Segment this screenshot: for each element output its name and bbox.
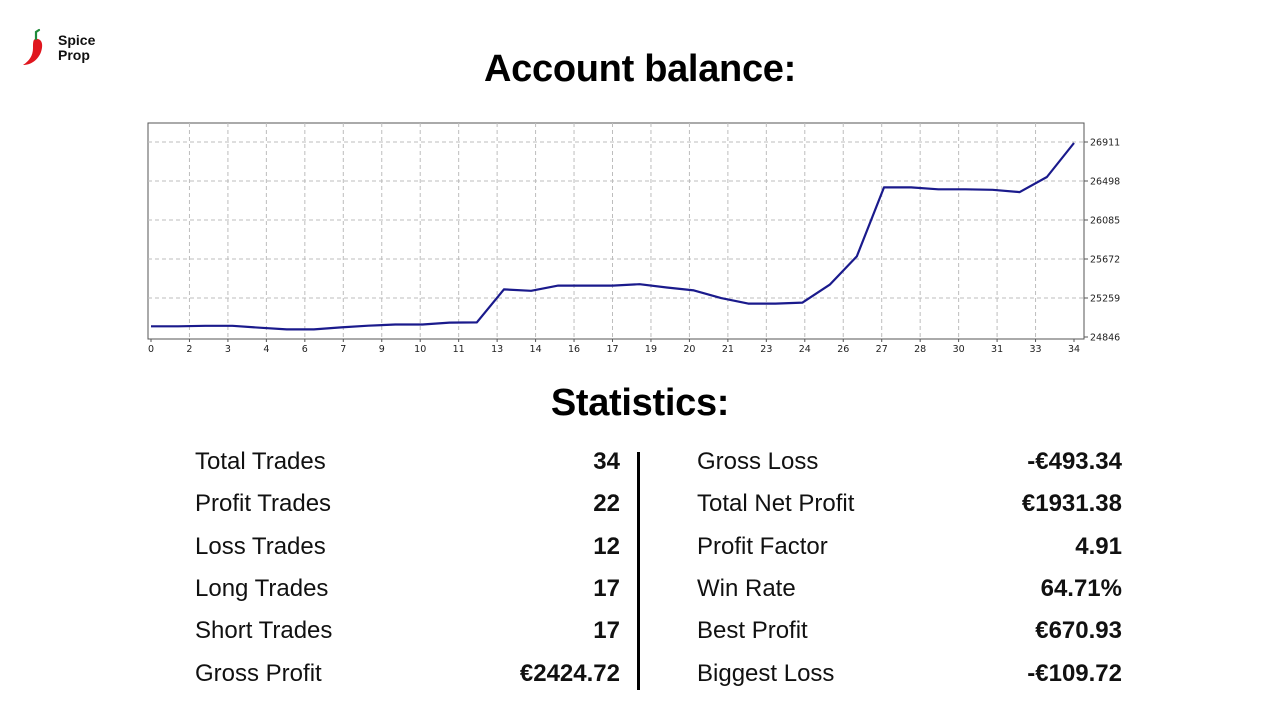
stat-left-value: 17: [593, 575, 620, 602]
chart-y-tick-label: 26085: [1090, 216, 1120, 227]
chart-balance-line: [151, 142, 1075, 331]
chart-x-tick-label: 27: [876, 344, 888, 355]
stat-left-label: Total Trades: [195, 448, 326, 475]
chart-x-tick-label: 7: [340, 344, 346, 355]
chart-x-tick-label: 33: [1029, 344, 1041, 355]
chart-plot-area: [147, 122, 1085, 340]
stat-left-value: 12: [593, 533, 620, 560]
chart-y-tick-label: 26498: [1090, 177, 1120, 188]
stat-right-value: -€109.72: [1027, 660, 1122, 687]
stat-right-label: Gross Loss: [697, 448, 819, 475]
stat-left-row: Profit Trades 22: [195, 490, 620, 522]
stat-left-row: Gross Profit €2424.72: [195, 660, 620, 692]
chart-x-tick-label: 28: [914, 344, 926, 355]
stat-right-value: -€493.34: [1027, 448, 1122, 475]
stat-right-label: Total Net Profit: [697, 490, 855, 517]
stat-right-value: €1931.38: [1021, 490, 1122, 517]
chart-x-tick-label: 11: [453, 344, 465, 355]
chart-y-tick-label: 25672: [1090, 255, 1120, 266]
stat-left-label: Gross Profit: [195, 660, 322, 687]
stat-right-label: Win Rate: [697, 575, 796, 602]
chart-x-tick-label: 19: [645, 344, 657, 355]
brand-logo: Spice Prop: [20, 28, 120, 70]
stat-right-label: Best Profit: [697, 617, 808, 644]
stat-right-row: Gross Loss -€493.34: [697, 448, 1122, 480]
chart-x-tick-label: 20: [683, 344, 695, 355]
chart-x-tick-label: 21: [722, 344, 734, 355]
stat-left-row: Total Trades 34: [195, 448, 620, 480]
stat-left-row: Loss Trades 12: [195, 533, 620, 565]
chart-y-tick-label: 25259: [1090, 294, 1120, 305]
stat-left-label: Loss Trades: [195, 533, 326, 560]
chart-x-tick-label: 30: [953, 344, 965, 355]
statistics-left-column: Total Trades 34 Profit Trades 22 Loss Trades…: [195, 448, 620, 698]
chart-x-tick-label: 6: [302, 344, 308, 355]
chart-x-tick-label: 31: [991, 344, 1003, 355]
chili-pepper-icon: [23, 28, 43, 65]
stat-left-label: Long Trades: [195, 575, 329, 602]
stat-right-value: €670.93: [1035, 617, 1122, 644]
stat-right-row: Total Net Profit €1931.38: [697, 490, 1122, 522]
stat-right-value: 4.91: [1075, 533, 1122, 560]
brand-name-line1: Spice: [58, 32, 96, 48]
brand-name-line2: Prop: [58, 47, 90, 63]
chart-x-tick-label: 17: [606, 344, 618, 355]
stat-left-value: 17: [593, 617, 620, 644]
chart-x-tick-label: 0: [148, 344, 154, 355]
stat-left-label: Short Trades: [195, 617, 333, 644]
stat-right-row: Win Rate 64.71%: [697, 575, 1122, 607]
stat-right-row: Biggest Loss -€109.72: [697, 660, 1122, 692]
stat-left-value: €2424.72: [519, 660, 620, 687]
stat-left-row: Long Trades 17: [195, 575, 620, 607]
chart-x-tick-label: 13: [491, 344, 503, 355]
statistics-divider: [637, 452, 640, 690]
stat-right-label: Profit Factor: [697, 533, 828, 560]
stat-right-row: Best Profit €670.93: [697, 617, 1122, 649]
chart-x-tick-label: 24: [799, 344, 811, 355]
stat-right-value: 64.71%: [1040, 575, 1122, 602]
chart-x-tick-label: 3: [225, 344, 231, 355]
chart-x-tick-label: 14: [530, 344, 542, 355]
chart-x-tick-label: 4: [263, 344, 269, 355]
page-title: Account balance:: [484, 48, 796, 90]
chart-x-tick-label: 16: [568, 344, 580, 355]
chart-y-tick-label: 26911: [1090, 138, 1120, 149]
stat-right-label: Biggest Loss: [697, 660, 835, 687]
statistics-right-column: Gross Loss -€493.34 Total Net Profit €1931.…: [697, 448, 1122, 698]
stat-left-label: Profit Trades: [195, 490, 332, 517]
stat-left-row: Short Trades 17: [195, 617, 620, 649]
chart-x-tick-label: 10: [414, 344, 426, 355]
stat-left-value: 22: [593, 490, 620, 517]
statistics-title: Statistics:: [550, 382, 730, 424]
chart-x-tick-label: 34: [1068, 344, 1080, 355]
brand-name: Spice Prop: [58, 33, 95, 63]
chart-x-tick-label: 26: [837, 344, 849, 355]
stat-left-value: 34: [593, 448, 620, 475]
chart-y-tick-label: 24846: [1090, 333, 1120, 344]
chart-x-tick-label: 23: [760, 344, 772, 355]
chart-x-tick-label: 9: [379, 344, 385, 355]
stat-right-row: Profit Factor 4.91: [697, 533, 1122, 565]
chart-x-tick-label: 2: [186, 344, 192, 355]
